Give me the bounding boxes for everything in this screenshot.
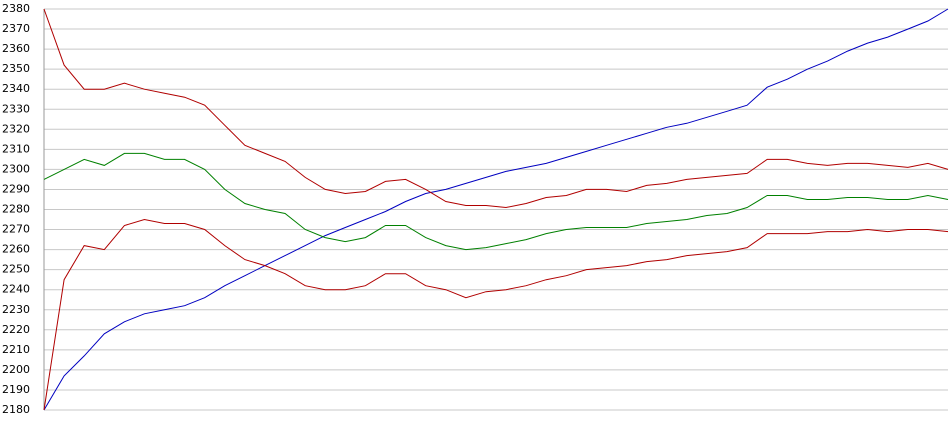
y-tick-label: 2200 xyxy=(2,363,30,376)
y-tick-label: 2220 xyxy=(2,323,30,336)
y-tick-label: 2280 xyxy=(2,203,30,216)
y-tick-label: 2190 xyxy=(2,383,30,396)
y-tick-label: 2310 xyxy=(2,142,30,155)
y-tick-label: 2270 xyxy=(2,223,30,236)
y-tick-label: 2290 xyxy=(2,182,30,195)
y-tick-label: 2360 xyxy=(2,42,30,55)
y-tick-label: 2250 xyxy=(2,263,30,276)
y-tick-label: 2340 xyxy=(2,82,30,95)
data-line xyxy=(43,8,949,209)
data-line xyxy=(43,8,949,411)
y-tick-label: 2370 xyxy=(2,22,30,35)
y-tick-label: 2180 xyxy=(2,403,30,416)
y-tick-label: 2230 xyxy=(2,303,30,316)
y-tick-label: 2320 xyxy=(2,122,30,135)
data-line xyxy=(43,218,949,411)
data-line xyxy=(43,152,949,251)
y-tick-label: 2330 xyxy=(2,102,30,115)
y-tick-label: 2380 xyxy=(2,2,30,15)
y-tick-label: 2210 xyxy=(2,343,30,356)
y-tick-label: 2240 xyxy=(2,283,30,296)
y-tick-label: 2300 xyxy=(2,162,30,175)
y-tick-label: 2260 xyxy=(2,243,30,256)
y-tick-label: 2350 xyxy=(2,62,30,75)
